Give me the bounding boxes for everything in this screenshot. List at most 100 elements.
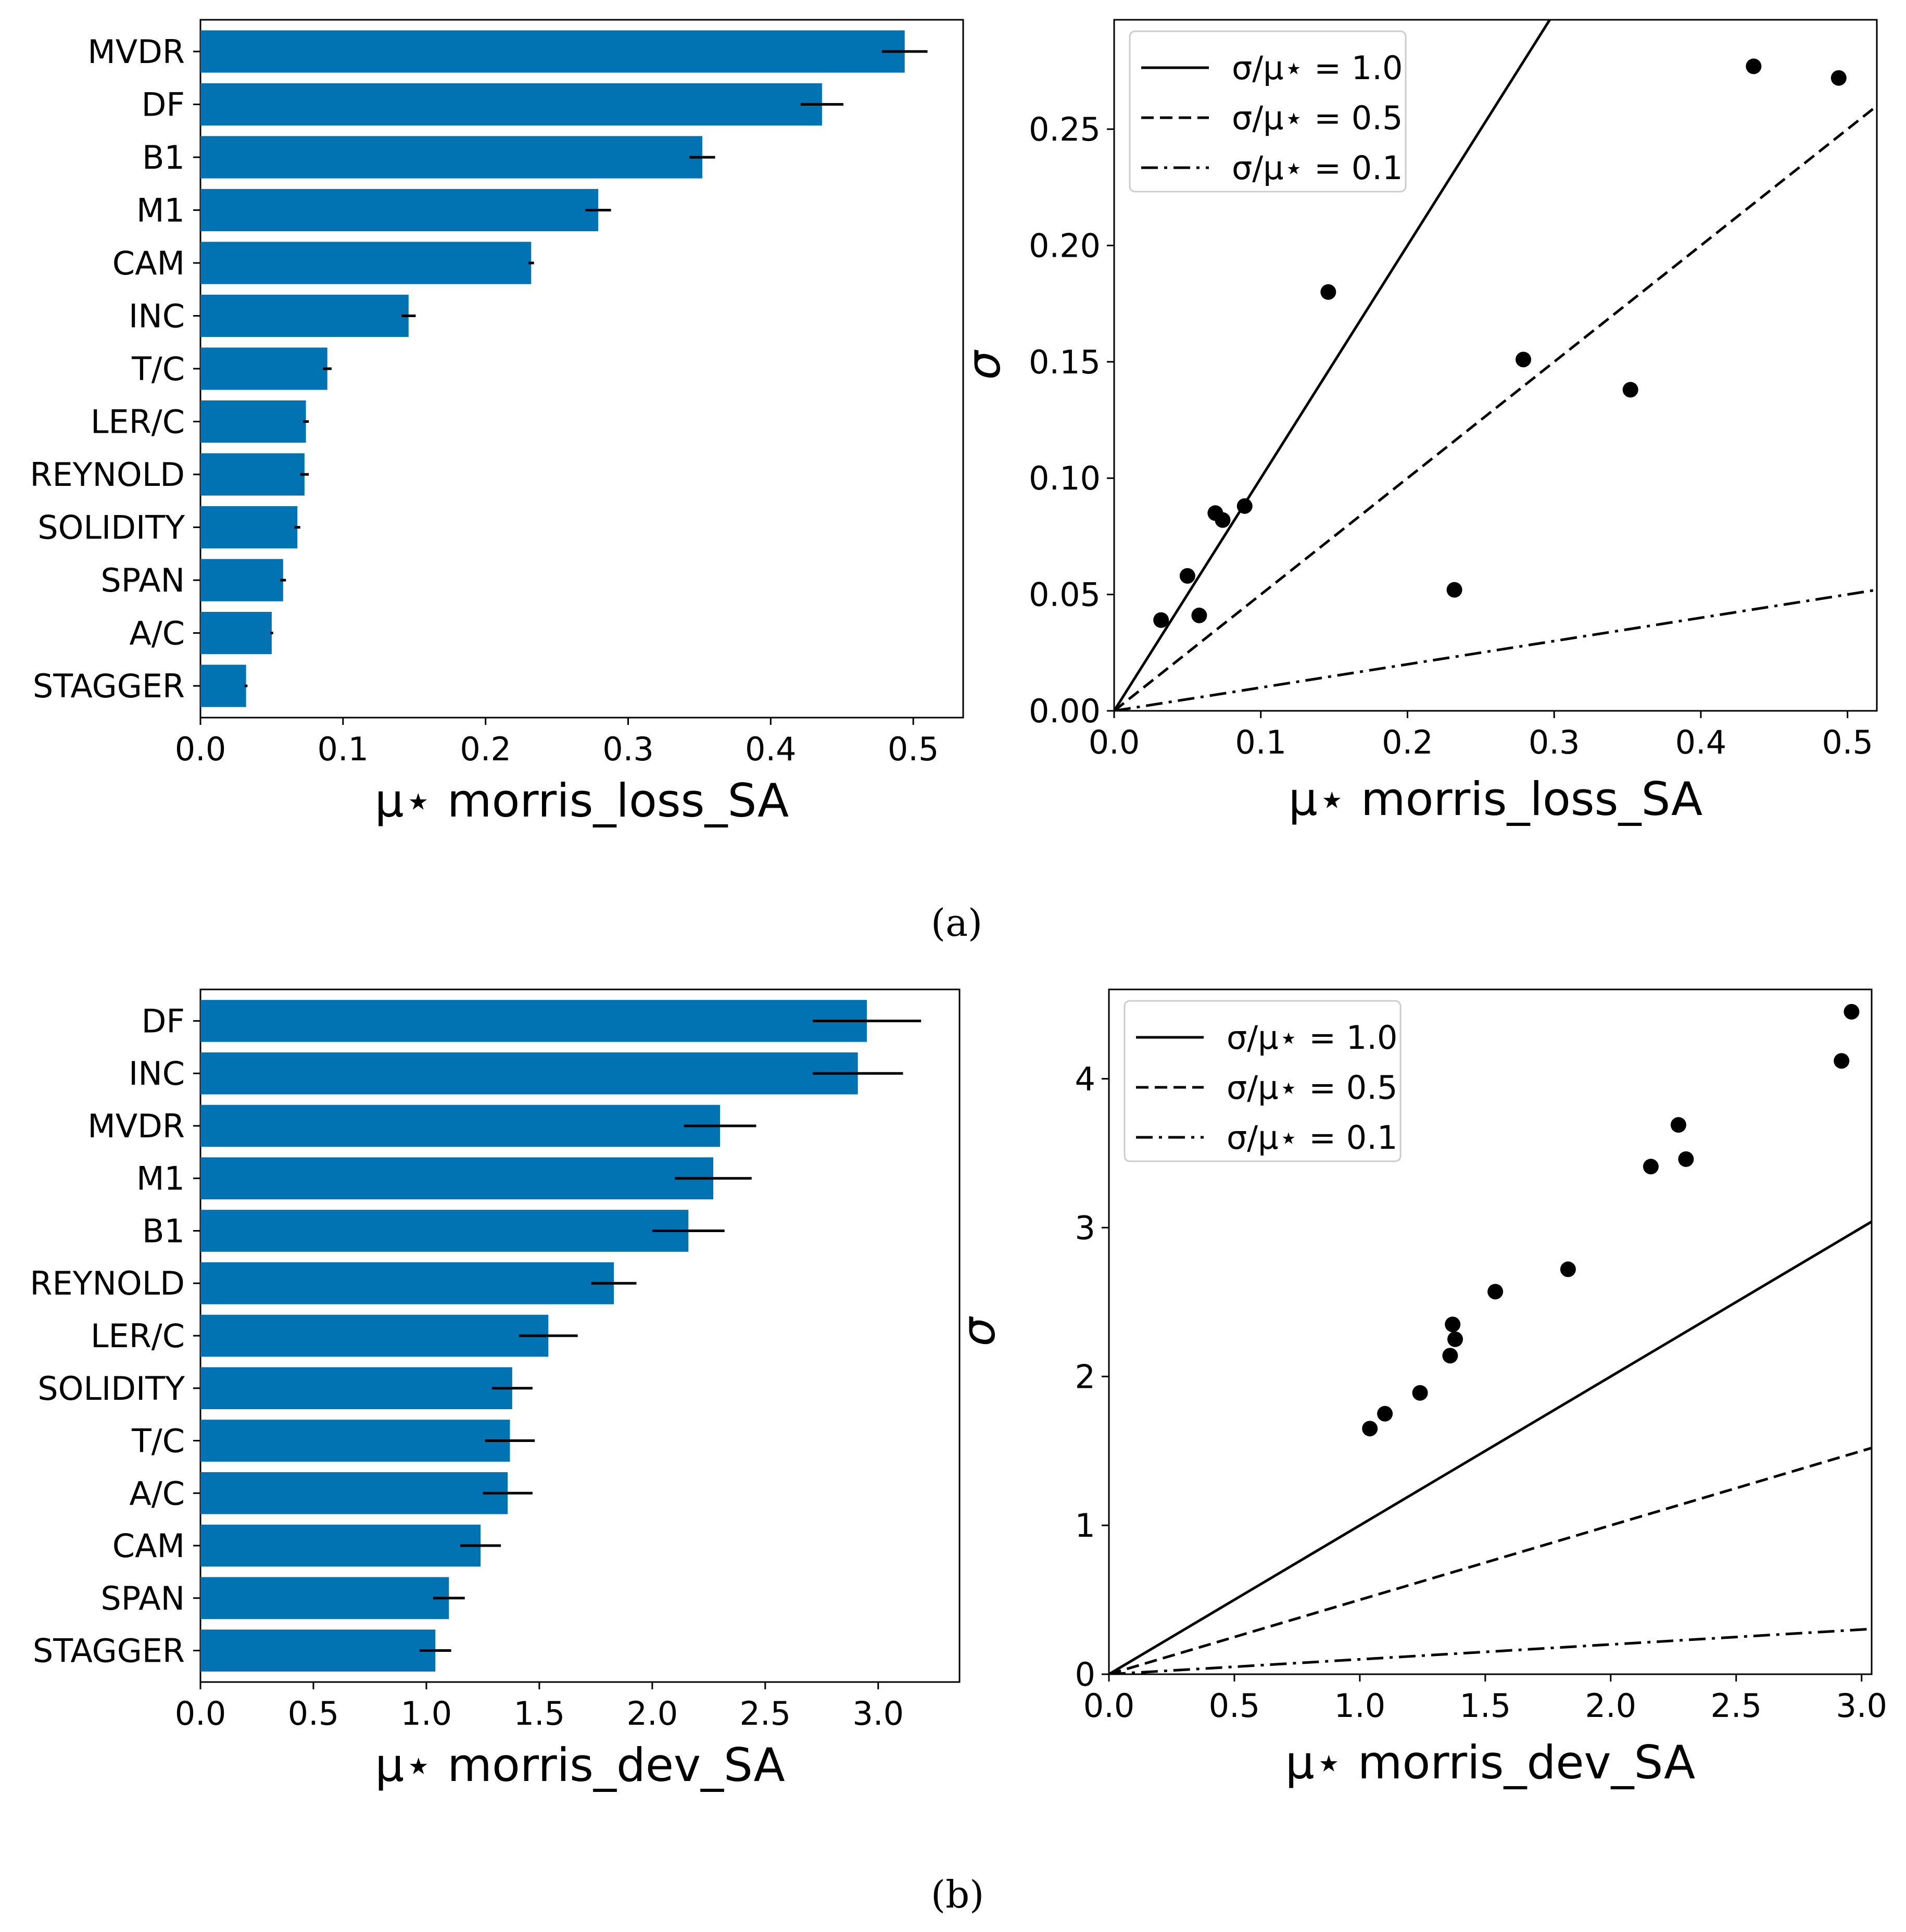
bar xyxy=(200,611,272,655)
data-point xyxy=(1153,612,1169,628)
x-tick-label: 0.1 xyxy=(1235,723,1286,761)
y-tick-label: 0.15 xyxy=(1029,343,1101,381)
x-tick-label: 0.0 xyxy=(175,730,226,768)
category-label: LER/C xyxy=(91,403,185,441)
data-point xyxy=(1442,1348,1458,1364)
category-label: A/C xyxy=(129,614,185,653)
bar xyxy=(200,559,283,601)
category-label: B1 xyxy=(142,139,185,177)
category-label: B1 xyxy=(142,1212,185,1250)
legend-label: σ/μ⋆ = 1.0 xyxy=(1232,49,1403,87)
data-point xyxy=(1831,70,1847,86)
y-tick-label: 3 xyxy=(1075,1209,1095,1247)
bar xyxy=(200,83,822,126)
data-point xyxy=(1622,382,1638,398)
x-tick-label: 0.5 xyxy=(288,1695,339,1733)
x-tick-label: 0.0 xyxy=(1089,723,1140,761)
data-point xyxy=(1678,1151,1694,1167)
category-label: INC xyxy=(129,1055,185,1093)
plot-frame xyxy=(1108,988,1873,1675)
x-tick-label: 0.5 xyxy=(1209,1687,1260,1725)
x-tick-label: 0.2 xyxy=(1382,723,1433,761)
chart-a-bar: MVDR DF B1 M1 CAM INC T/C LER/C REYNOLD SOLIDITY S… xyxy=(30,19,964,827)
legend-label: σ/μ⋆ = 0.5 xyxy=(1232,99,1403,137)
category-label: LER/C xyxy=(91,1317,185,1355)
data-point xyxy=(1834,1053,1850,1069)
legend-label: σ/μ⋆ = 1.0 xyxy=(1227,1019,1397,1057)
caption-b-text: (b) xyxy=(931,1873,984,1916)
category-label: SOLIDITY xyxy=(37,1370,185,1408)
category-label: SOLIDITY xyxy=(37,509,185,547)
bar xyxy=(200,347,327,390)
data-point xyxy=(1487,1284,1504,1300)
x-axis-label: μ⋆ morris_loss_SA xyxy=(1289,772,1702,826)
bar xyxy=(200,1472,508,1514)
category-label: T/C xyxy=(131,1422,185,1460)
category-label: T/C xyxy=(131,350,185,388)
data-point xyxy=(1446,582,1462,598)
data-point xyxy=(1445,1316,1461,1333)
y-tick-label: 0.10 xyxy=(1029,459,1101,497)
bar xyxy=(200,1577,449,1620)
data-point xyxy=(1412,1385,1428,1401)
chart-b-bar: DF INC MVDR M1 B1 REYNOLD LER/C SOLIDITY T/C A/C C… xyxy=(30,988,961,1792)
bar xyxy=(200,30,905,73)
x-tick-label: 0.3 xyxy=(602,730,654,768)
x-tick-label: 0.1 xyxy=(318,730,369,768)
y-tick-label: 0 xyxy=(1075,1655,1095,1693)
ratio-line-dashdot xyxy=(1109,1627,1872,1674)
caption-a-text: (a) xyxy=(931,901,983,945)
category-label: MVDR xyxy=(87,1107,185,1145)
category-label: CAM xyxy=(112,1527,185,1565)
bar xyxy=(200,1262,614,1304)
legend-label: σ/μ⋆ = 0.1 xyxy=(1232,149,1403,187)
bar xyxy=(200,1367,512,1410)
x-tick-label: 3.0 xyxy=(1836,1687,1887,1725)
x-tick-label: 0.3 xyxy=(1529,723,1580,761)
x-tick-label: 2.0 xyxy=(627,1695,678,1733)
x-tick-label: 0.2 xyxy=(460,730,511,768)
x-axis-label: μ⋆ morris_dev_SA xyxy=(375,1738,785,1792)
data-point xyxy=(1560,1261,1576,1277)
x-tick-label: 1.0 xyxy=(401,1695,452,1733)
category-label: DF xyxy=(142,1002,185,1040)
data-point xyxy=(1844,1003,1860,1020)
category-label: SPAN xyxy=(100,1579,185,1617)
data-point xyxy=(1516,352,1532,368)
ratio-line-solid xyxy=(1109,1220,1872,1674)
x-tick-label: 1.5 xyxy=(514,1695,565,1733)
data-point xyxy=(1447,1331,1463,1347)
x-tick-label: 1.5 xyxy=(1460,1687,1511,1725)
caption-a: (a) xyxy=(931,901,982,945)
x-tick-label: 0.0 xyxy=(1083,1687,1135,1725)
x-tick-label: 0.5 xyxy=(1822,723,1873,761)
x-tick-label: 3.0 xyxy=(852,1695,904,1733)
legend-label: σ/μ⋆ = 0.1 xyxy=(1227,1119,1397,1157)
bar xyxy=(200,1105,721,1147)
x-tick-label: 1.0 xyxy=(1334,1687,1386,1725)
data-point xyxy=(1746,58,1762,74)
caption-b: (b) xyxy=(931,1873,984,1916)
y-axis-label: σ xyxy=(952,1315,1005,1346)
x-tick-label: 2.5 xyxy=(1710,1687,1762,1725)
bar xyxy=(200,506,298,549)
x-tick-label: 0.4 xyxy=(1675,723,1727,761)
x-tick-label: 0.5 xyxy=(888,730,939,768)
category-label: REYNOLD xyxy=(30,1264,185,1302)
category-label: REYNOLD xyxy=(30,456,185,494)
legend-box xyxy=(1124,1000,1402,1162)
data-point xyxy=(1236,498,1253,514)
ratio-line-dashed xyxy=(1114,105,1877,711)
data-point xyxy=(1320,284,1336,300)
ratio-lines xyxy=(1109,1220,1872,1674)
bar xyxy=(200,1210,689,1252)
category-label: A/C xyxy=(129,1474,185,1512)
category-label: INC xyxy=(129,297,185,335)
y-tick-label: 0.00 xyxy=(1029,692,1101,730)
x-tick-label: 2.5 xyxy=(740,1695,791,1733)
legend-label: σ/μ⋆ = 0.5 xyxy=(1227,1069,1397,1107)
bar xyxy=(200,1052,858,1095)
x-tick-label: 2.0 xyxy=(1585,1687,1637,1725)
data-point xyxy=(1179,568,1195,584)
